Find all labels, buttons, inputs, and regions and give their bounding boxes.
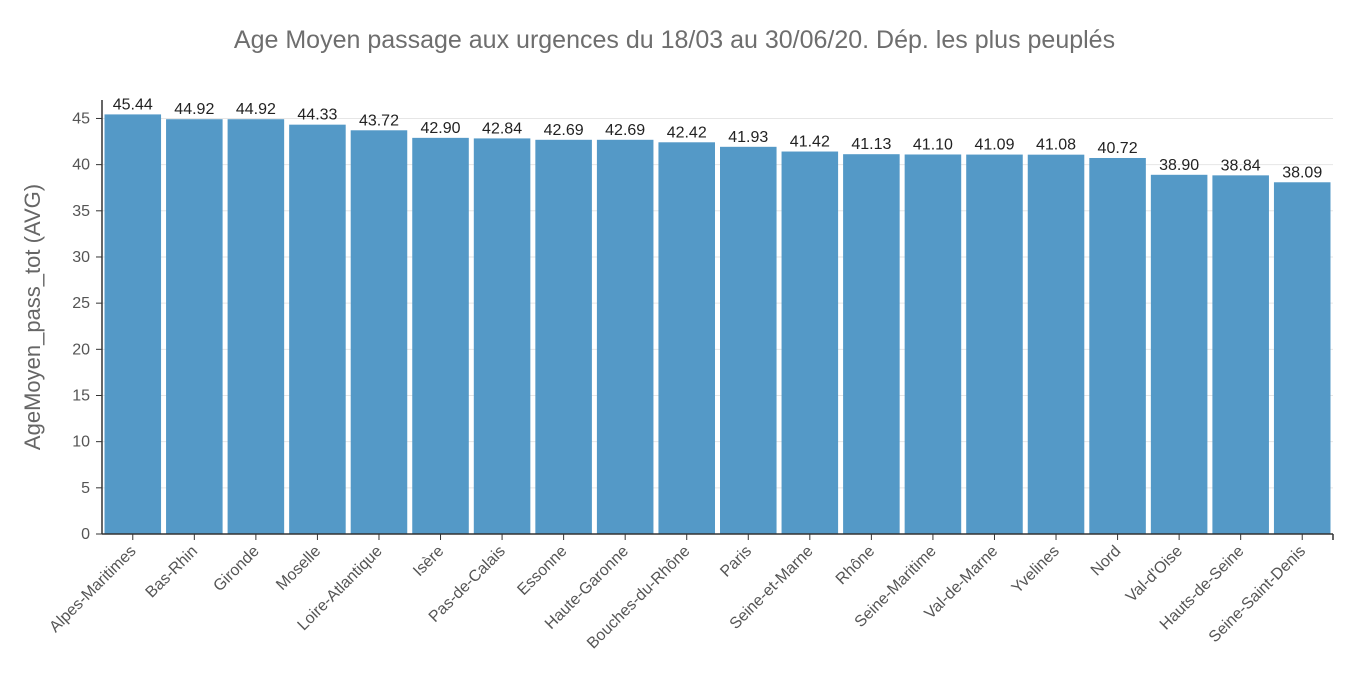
- x-tick-label: Nord: [1088, 543, 1125, 580]
- bar: [966, 154, 1023, 535]
- y-tick-label: 10: [72, 434, 90, 451]
- x-tick-label: Isère: [410, 543, 447, 580]
- y-tick-label: 25: [72, 295, 90, 312]
- x-tick-label: Alpes-Maritimes: [46, 543, 139, 636]
- y-axis-title: AgeMoyen_pass_tot (AVG): [20, 184, 45, 450]
- data-label: 38.84: [1221, 157, 1261, 174]
- bar: [1089, 157, 1146, 534]
- bar: [843, 154, 900, 534]
- bar: [720, 146, 777, 534]
- data-label: 41.93: [728, 129, 768, 146]
- data-label: 41.09: [974, 137, 1014, 154]
- bar: [227, 119, 285, 534]
- bar: [473, 138, 531, 534]
- bar: [104, 114, 162, 535]
- x-tick-label: Val-d'Oise: [1123, 543, 1186, 606]
- x-tick-label: Gironde: [210, 543, 262, 595]
- data-label: 44.92: [236, 101, 276, 118]
- data-label: 38.90: [1159, 157, 1199, 174]
- data-label: 42.90: [421, 120, 461, 137]
- bar: [1212, 175, 1269, 534]
- bar: [781, 151, 839, 535]
- chart-title: Age Moyen passage aux urgences du 18/03 …: [233, 26, 1116, 54]
- bar: [1027, 154, 1085, 534]
- data-label: 44.33: [297, 107, 337, 124]
- bar: [1150, 174, 1208, 534]
- data-label: 44.92: [174, 101, 214, 118]
- bar: [166, 119, 223, 534]
- data-label: 42.69: [544, 122, 584, 139]
- x-tick-label: Rhône: [833, 543, 878, 588]
- y-tick-label: 5: [81, 480, 90, 497]
- data-label: 42.84: [482, 120, 522, 137]
- x-tick-label: Moselle: [273, 543, 324, 594]
- x-tick-label: Yvelines: [1009, 543, 1063, 597]
- y-tick-label: 30: [72, 249, 90, 266]
- data-label: 43.72: [359, 112, 399, 129]
- data-label: 41.08: [1036, 137, 1076, 154]
- y-tick-label: 20: [72, 341, 90, 358]
- bar: [412, 137, 469, 535]
- data-label: 41.10: [913, 136, 953, 153]
- data-label: 42.42: [667, 124, 707, 141]
- data-label: 41.13: [851, 136, 891, 153]
- x-tick-label: Bas-Rhin: [143, 543, 202, 602]
- y-tick-label: 40: [72, 157, 90, 174]
- data-label: 42.69: [605, 122, 645, 139]
- bar: [904, 154, 962, 535]
- bar: [658, 142, 715, 534]
- x-tick-label: Essonne: [514, 543, 570, 599]
- x-tick-label: Paris: [717, 543, 755, 581]
- bar: [289, 124, 346, 534]
- y-tick-label: 0: [81, 526, 90, 543]
- bar: [535, 139, 592, 535]
- y-tick-label: 45: [72, 110, 90, 127]
- data-label: 45.44: [113, 96, 153, 113]
- data-label: 41.42: [790, 134, 830, 151]
- x-tick-label: Bouches-du-Rhône: [584, 543, 694, 653]
- bar: [350, 130, 408, 534]
- bar: [596, 139, 654, 535]
- data-label: 38.09: [1282, 164, 1322, 181]
- data-label: 40.72: [1098, 140, 1138, 157]
- bar: [1273, 182, 1331, 534]
- y-tick-label: 15: [72, 387, 90, 404]
- y-tick-label: 35: [72, 203, 90, 220]
